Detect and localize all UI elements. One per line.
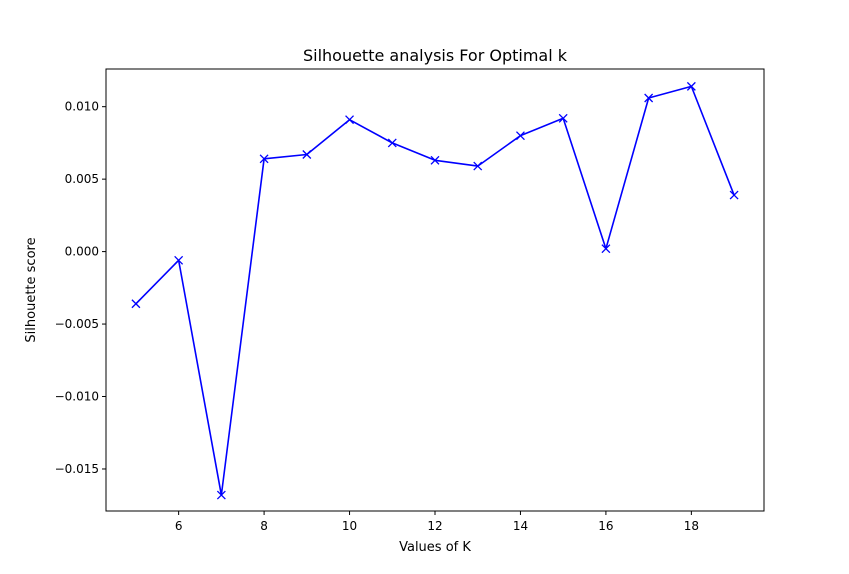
- y-tick-label: 0.010: [65, 100, 99, 114]
- data-point-marker: [644, 93, 654, 103]
- data-point-marker: [686, 81, 696, 91]
- data-point-marker: [345, 115, 355, 125]
- data-point-marker: [131, 299, 141, 309]
- y-tick-label: 0.005: [65, 172, 99, 186]
- data-point-marker: [302, 150, 312, 159]
- y-axis: −0.015 −0.010 −0.005 0.000 0.005 0.010: [55, 100, 106, 476]
- x-tick-label: 12: [427, 519, 442, 533]
- y-tick-label: −0.005: [55, 317, 99, 331]
- data-point-marker: [601, 244, 611, 254]
- data-point-marker: [729, 190, 739, 200]
- x-tick-label: 16: [598, 519, 613, 533]
- x-tick-label: 6: [175, 519, 183, 533]
- x-tick-label: 18: [684, 519, 699, 533]
- x-tick-label: 10: [342, 519, 357, 533]
- data-point-marker: [259, 154, 269, 164]
- chart-title: Silhouette analysis For Optimal k: [303, 46, 568, 65]
- data-point-marker: [515, 131, 525, 141]
- data-point-marker: [473, 161, 483, 171]
- y-axis-label: Silhouette score: [24, 237, 39, 342]
- x-axis: 6 8 10 12 14 16 18: [175, 511, 699, 533]
- y-tick-label: 0.000: [65, 245, 99, 259]
- x-tick-label: 8: [260, 519, 268, 533]
- plot-area: [131, 81, 739, 500]
- y-tick-label: −0.015: [55, 462, 99, 476]
- data-point-marker: [216, 490, 226, 500]
- data-point-marker: [430, 155, 440, 165]
- x-axis-label: Values of K: [399, 540, 471, 555]
- data-point-marker: [174, 255, 184, 265]
- x-tick-label: 14: [513, 519, 528, 533]
- data-point-marker: [558, 113, 568, 123]
- data-point-marker: [387, 138, 397, 148]
- y-tick-label: −0.010: [55, 390, 99, 404]
